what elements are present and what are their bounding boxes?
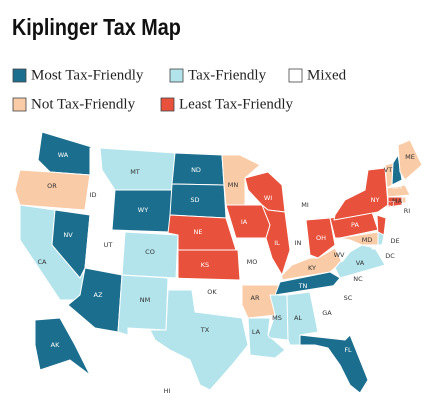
state-shape xyxy=(221,154,261,206)
state-shape xyxy=(271,159,313,179)
state-label: LA xyxy=(252,328,261,336)
state-label: IN xyxy=(295,239,302,247)
state-label: DE xyxy=(390,237,399,245)
state-label: MS xyxy=(272,314,282,322)
legend-label: Most Tax-Friendly xyxy=(31,67,144,83)
state-label: VT xyxy=(384,166,392,174)
state-shape xyxy=(34,317,91,376)
legend-swatch xyxy=(160,97,175,112)
state-label: MA xyxy=(392,197,403,205)
legend-label: Least Tax-Friendly xyxy=(179,96,294,112)
state-shape xyxy=(371,245,376,250)
state-label: WA xyxy=(58,151,69,159)
state-label: NM xyxy=(140,296,150,304)
state-label: NE xyxy=(194,228,203,236)
state-label: RI xyxy=(404,207,411,215)
state-shape xyxy=(164,385,175,397)
state-labels: WA OR CA NV ID MT WY UT AZ CO NM ND SD NE KS OK TX MN IA MO… xyxy=(38,151,415,395)
state-label: MO xyxy=(247,258,258,266)
map-title: Kiplinger Tax Map xyxy=(12,15,181,41)
state-shape xyxy=(305,217,336,259)
state-label: SD xyxy=(190,196,199,204)
state-label: TN xyxy=(298,282,308,290)
state-label: NC xyxy=(353,275,363,283)
state-label: NV xyxy=(63,231,73,239)
state-shape xyxy=(154,379,163,386)
state-label: AL xyxy=(294,314,302,322)
state-label: ND xyxy=(191,166,201,174)
state-shape xyxy=(134,372,142,380)
state-label: AZ xyxy=(94,291,103,299)
state-shape xyxy=(401,196,407,204)
state-label: WY xyxy=(138,206,148,214)
legend-label: Tax-Friendly xyxy=(188,67,267,83)
state-shape xyxy=(377,231,385,246)
state-label: NH xyxy=(392,183,402,191)
state-label: CO xyxy=(145,248,155,256)
state-label: ME xyxy=(405,153,415,161)
legend-swatch xyxy=(12,68,27,83)
state-label: MD xyxy=(362,236,373,244)
legend-swatch xyxy=(169,68,184,83)
legend: Most Tax-Friendly Tax-Friendly Mixed Not Ta… xyxy=(12,67,347,112)
state-label: MN xyxy=(228,181,239,189)
legend-label: Not Tax-Friendly xyxy=(31,96,136,112)
state-shape xyxy=(149,289,249,391)
state-label: VA xyxy=(356,259,365,267)
state-label: CA xyxy=(38,258,48,266)
legend-swatch xyxy=(288,68,303,83)
state-shape xyxy=(117,274,169,336)
state-label: WI xyxy=(264,194,272,202)
state-shape xyxy=(225,204,271,239)
state-label: PA xyxy=(351,221,360,229)
state-shape xyxy=(397,139,423,181)
state-label: KS xyxy=(201,261,209,269)
state-shape xyxy=(281,247,343,281)
state-label: GA xyxy=(322,309,332,317)
state-label: CT xyxy=(387,200,396,208)
state-shape xyxy=(309,289,353,341)
state-shape xyxy=(241,284,283,319)
state-label: IL xyxy=(274,239,280,247)
state-label: ID xyxy=(90,191,97,199)
state-label: OH xyxy=(316,234,326,242)
states xyxy=(14,131,423,397)
state-label: TX xyxy=(200,326,210,334)
state-label: MI xyxy=(301,201,309,209)
state-label: DC xyxy=(385,252,395,260)
state-label: SC xyxy=(344,294,353,302)
state-label: AK xyxy=(51,341,60,349)
state-label: IA xyxy=(241,218,248,226)
state-label: NJ xyxy=(391,228,398,236)
state-shape xyxy=(299,334,369,394)
state-shape xyxy=(247,317,286,359)
state-label: UT xyxy=(104,241,113,249)
state-label: KY xyxy=(308,264,316,272)
state-label: FL xyxy=(344,346,352,354)
legend-label: Mixed xyxy=(307,67,347,83)
state-shape xyxy=(51,209,91,279)
state-shape xyxy=(14,169,91,211)
state-label: OK xyxy=(207,288,217,296)
state-shape xyxy=(145,376,152,383)
state-label: OR xyxy=(47,182,57,190)
state-label: HI xyxy=(164,387,171,395)
state-shape xyxy=(387,196,403,208)
state-label: WV xyxy=(334,251,345,259)
state-shape xyxy=(292,177,323,221)
state-label: AR xyxy=(251,294,260,302)
legend-swatch xyxy=(12,97,27,112)
state-shape xyxy=(386,184,411,198)
state-label: MT xyxy=(130,168,140,176)
state-shape xyxy=(333,167,389,221)
state-shape xyxy=(391,154,403,186)
state-label: NY xyxy=(371,196,380,204)
state-shape xyxy=(339,231,379,246)
